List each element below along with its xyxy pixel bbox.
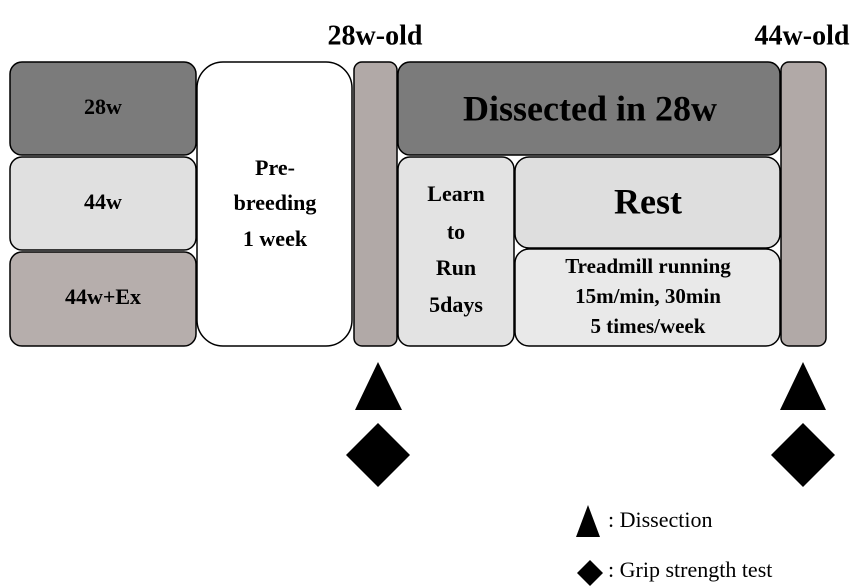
- dissected-box: [397, 61, 781, 156]
- learn-text: Learn: [427, 181, 484, 206]
- legend-text: : Grip strength test: [608, 557, 772, 582]
- learn-text: to: [447, 219, 465, 244]
- rest-box: [514, 156, 781, 249]
- group-label: 28w: [84, 94, 122, 119]
- rest-text: Rest: [614, 181, 682, 221]
- treadmill-text: Treadmill running: [565, 254, 731, 278]
- treadmill-text: 15m/min, 30min: [575, 284, 721, 308]
- prebreeding-text: 1 week: [243, 226, 308, 251]
- legend-diamond: [577, 560, 603, 586]
- timepoint-bar: [780, 61, 827, 347]
- treadmill-text: 5 times/week: [591, 314, 706, 338]
- grip-marker: [771, 423, 835, 487]
- group-label: 44w: [84, 189, 122, 214]
- timepoint-bar: [353, 61, 398, 347]
- dissection-marker: [355, 362, 402, 410]
- group-box: [9, 61, 197, 156]
- dissected-text: Dissected in 28w: [463, 88, 717, 128]
- dissection-marker: [780, 362, 826, 410]
- timepoint: 28w-old: [328, 20, 423, 51]
- prebreeding-text: Pre-: [255, 155, 295, 180]
- prebreeding-box: [196, 61, 353, 347]
- timepoint: 44w-old: [755, 20, 850, 51]
- grip-marker: [346, 423, 410, 487]
- group-label: 44w+Ex: [65, 284, 141, 309]
- group-box: [9, 251, 197, 347]
- group-box: [9, 156, 197, 251]
- prebreeding-text: breeding: [234, 190, 317, 215]
- learn-box: [397, 156, 515, 347]
- treadmill-box: [514, 248, 781, 347]
- learn-text: 5days: [429, 292, 483, 317]
- learn-text: Run: [436, 255, 476, 280]
- legend-triangle: [576, 505, 600, 537]
- legend-text: : Dissection: [608, 507, 713, 532]
